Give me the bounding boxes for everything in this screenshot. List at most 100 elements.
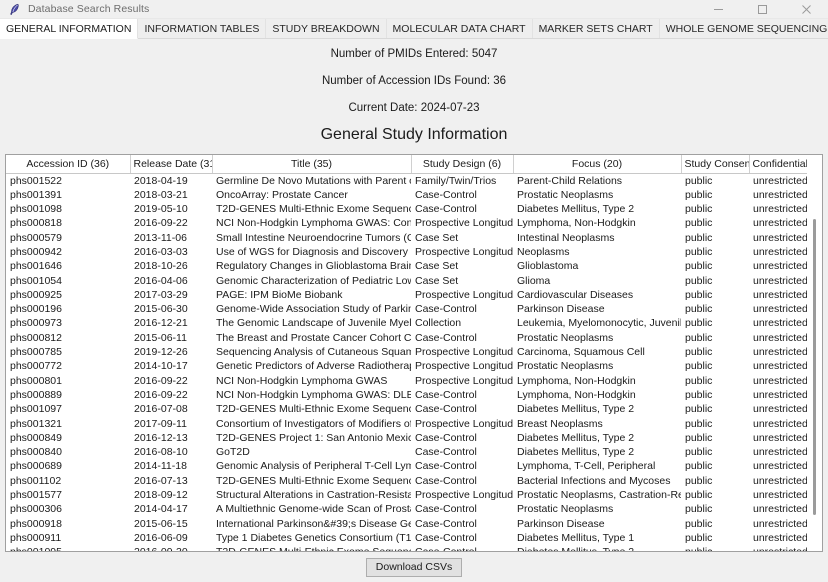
table-row[interactable]: phs000801 2016-09-22 NCI Non-Hodgkin Lymph… <box>6 374 807 388</box>
table-row[interactable]: phs000840 2016-08-10 GoT2D Case-Control Diab… <box>6 445 807 459</box>
window-controls <box>696 0 828 19</box>
maximize-button[interactable] <box>740 0 784 19</box>
cell-study-consent-1: public <box>685 288 713 301</box>
column-header-focus-20[interactable]: Focus (20) <box>513 155 682 174</box>
cell-study-consent-1: public <box>685 217 713 230</box>
table-row[interactable]: phs000942 2016-03-03 Use of WGS for Diagno… <box>6 245 807 259</box>
results-table-container: Accession ID (36) Release Date (31) Title … <box>5 154 823 552</box>
results-table: Accession ID (36) Release Date (31) Title … <box>6 155 807 551</box>
cell-release-date-31: 2018-09-12 <box>134 489 188 502</box>
cell-title-35: T2D-GENES Multi-Ethnic Exome Sequencing … <box>216 403 411 416</box>
cell-release-date-31: 2014-04-17 <box>134 503 188 516</box>
cell-confidentiality-1: unrestricted <box>753 303 807 316</box>
cell-release-date-31: 2015-06-30 <box>134 303 188 316</box>
cell-study-consent-1: public <box>685 174 713 187</box>
cell-confidentiality-1: unrestricted <box>753 446 807 459</box>
cell-release-date-31: 2018-03-21 <box>134 188 188 201</box>
table-row[interactable]: phs0010952016-09-30T2D-GENES Multi-Ethni… <box>6 545 807 551</box>
cell-title-35: Genetic Predictors of Adverse Radiothera… <box>216 360 411 373</box>
table-row[interactable]: phs001054 2016-04-06 Genomic Characterizat… <box>6 274 807 288</box>
table-row[interactable]: phs000973 2016-12-21 The Genomic Landscape… <box>6 316 807 330</box>
cell-focus-20: Bacterial Infections and Mycoses <box>517 474 671 487</box>
cell-confidentiality-1: unrestricted <box>753 417 807 430</box>
cell-study-design-6: Collection <box>415 317 462 330</box>
cell-title-35: Small Intestine Neuroendocrine Tumors (C… <box>216 231 411 244</box>
cell-confidentiality-1: unrestricted <box>753 388 807 401</box>
table-row[interactable]: phs000849 2016-12-13 T2D-GENES Project 1: … <box>6 431 807 445</box>
page-title: General Study Information <box>320 126 508 143</box>
tab-general-information[interactable]: GENERAL INFORMATION <box>0 19 139 39</box>
table-row[interactable]: phs000911 2016-06-09 Type 1 Diabetes Genet… <box>6 531 807 545</box>
table-row[interactable]: phs001102 2016-07-13 T2D-GENES Multi-Ethni… <box>6 474 807 488</box>
cell-study-design-6: Case-Control <box>415 503 477 516</box>
cell-study-consent-1: public <box>685 431 713 444</box>
cell-accession-id-36: phs000840 <box>10 446 62 459</box>
vertical-scrollbar[interactable] <box>807 155 822 551</box>
cell-release-date-31: 2016-07-08 <box>134 403 188 416</box>
tab-whole-genome-sequencing-analysis[interactable]: WHOLE GENOME SEQUENCING ANALYSIS <box>659 19 828 38</box>
cell-confidentiality-1: unrestricted <box>753 274 807 287</box>
table-row[interactable]: phs001321 2017-09-11 Consortium of Investi… <box>6 417 807 431</box>
table-row[interactable]: phs000196 2015-06-30 Genome-Wide Associati… <box>6 302 807 316</box>
cell-title-35: OncoArray: Prostate Cancer <box>216 188 348 201</box>
close-button[interactable] <box>784 0 828 19</box>
download-csvs-button[interactable]: Download CSVs <box>365 557 463 577</box>
cell-confidentiality-1: unrestricted <box>753 346 807 359</box>
table-row[interactable]: phs001391 2018-03-21 OncoArray: Prostate C… <box>6 188 807 202</box>
tab-study-breakdown[interactable]: STUDY BREAKDOWN <box>266 19 387 38</box>
table-row[interactable]: phs000818 2016-09-22 NCI Non-Hodgkin Lymph… <box>6 216 807 230</box>
table-row[interactable]: phs000812 2015-06-11 The Breast and Prosta… <box>6 331 807 345</box>
table-row[interactable]: phs000772 2014-10-17 Genetic Predictors of… <box>6 359 807 373</box>
cell-focus-20: Carcinoma, Squamous Cell <box>517 346 645 359</box>
column-header-title-35[interactable]: Title (35) <box>212 155 412 174</box>
table-row[interactable]: phs001522 2018-04-19 Germline De Novo Muta… <box>6 173 807 188</box>
cell-study-consent-1: public <box>685 503 713 516</box>
cell-title-35: The Genomic Landscape of Juvenile Myelom… <box>216 317 411 330</box>
table-row[interactable]: phs000925 2017-03-29 PAGE: IPM BioMe Bioba… <box>6 288 807 302</box>
cell-release-date-31: 2016-07-13 <box>134 474 188 487</box>
column-header-accession-id-36[interactable]: Accession ID (36) <box>6 155 131 174</box>
cell-accession-id-36: phs000942 <box>10 245 62 258</box>
cell-study-design-6: Case-Control <box>411 545 513 551</box>
table-row[interactable]: phs000889 2016-09-22 NCI Non-Hodgkin Lymph… <box>6 388 807 402</box>
cell-release-date-31: 2015-06-15 <box>134 517 188 530</box>
vertical-scrollbar-thumb[interactable] <box>813 219 816 515</box>
column-header-study-consent-1[interactable]: Study Consent (1) <box>681 155 750 174</box>
table-row[interactable]: phs000306 2014-04-17 A Multiethnic Genome-… <box>6 502 807 516</box>
table-row[interactable]: phs001097 2016-07-08 T2D-GENES Multi-Ethni… <box>6 402 807 416</box>
cell-study-consent-1: public <box>685 388 713 401</box>
cell-accession-id-36: phs000689 <box>10 460 62 473</box>
minimize-button[interactable] <box>696 0 740 19</box>
cell-confidentiality-1: unrestricted <box>753 217 807 230</box>
cell-release-date-31: 2016-12-13 <box>134 431 188 444</box>
column-header-confidentiality-1[interactable]: Confidentiality (1) <box>749 155 807 174</box>
cell-release-date-31: 2019-05-10 <box>134 203 188 216</box>
cell-title-35: T2D-GENES Project 1: San Antonio Mexican… <box>216 431 411 444</box>
table-row[interactable]: phs000579 2013-11-06 Small Intestine Neuro… <box>6 231 807 245</box>
cell-focus-20: Lymphoma, Non-Hodgkin <box>517 388 636 401</box>
cell-release-date-31: 2016-09-22 <box>134 388 188 401</box>
cell-accession-id-36: phs000579 <box>10 231 62 244</box>
cell-accession-id-36: phs000306 <box>10 503 62 516</box>
tab-information-tables[interactable]: INFORMATION TABLES <box>138 19 267 38</box>
column-header-release-date-31[interactable]: Release Date (31) <box>130 155 213 174</box>
cell-title-35: GoT2D <box>216 446 250 459</box>
tab-molecular-data-chart[interactable]: MOLECULAR DATA CHART <box>386 19 533 38</box>
column-header-study-design-6[interactable]: Study Design (6) <box>411 155 514 174</box>
table-row[interactable]: phs001646 2018-10-26 Regulatory Changes in… <box>6 259 807 273</box>
cell-focus-20: Glioma <box>517 274 551 287</box>
cell-accession-id-36: phs000818 <box>10 217 62 230</box>
table-row[interactable]: phs000785 2019-12-26 Sequencing Analysis o… <box>6 345 807 359</box>
tab-marker-sets-chart[interactable]: MARKER SETS CHART <box>532 19 660 38</box>
table-row[interactable]: phs000689 2014-11-18 Genomic Analysis of P… <box>6 459 807 473</box>
table-row[interactable]: phs001577 2018-09-12 Structural Alteration… <box>6 488 807 502</box>
cell-focus-20: Prostatic Neoplasms <box>517 331 614 344</box>
table-row[interactable]: phs000918 2015-06-15 International Parkins… <box>6 517 807 531</box>
cell-study-design-6: Case Set <box>415 231 459 244</box>
table-row[interactable]: phs001098 2019-05-10 T2D-GENES Multi-Ethni… <box>6 202 807 216</box>
title-bar: Database Search Results <box>0 0 828 19</box>
cell-focus-20: Lymphoma, Non-Hodgkin <box>517 374 636 387</box>
cell-release-date-31: 2014-11-18 <box>134 460 187 473</box>
cell-title-35: Genomic Analysis of Peripheral T-Cell Ly… <box>216 460 411 473</box>
cell-confidentiality-1: unrestricted <box>753 174 807 187</box>
